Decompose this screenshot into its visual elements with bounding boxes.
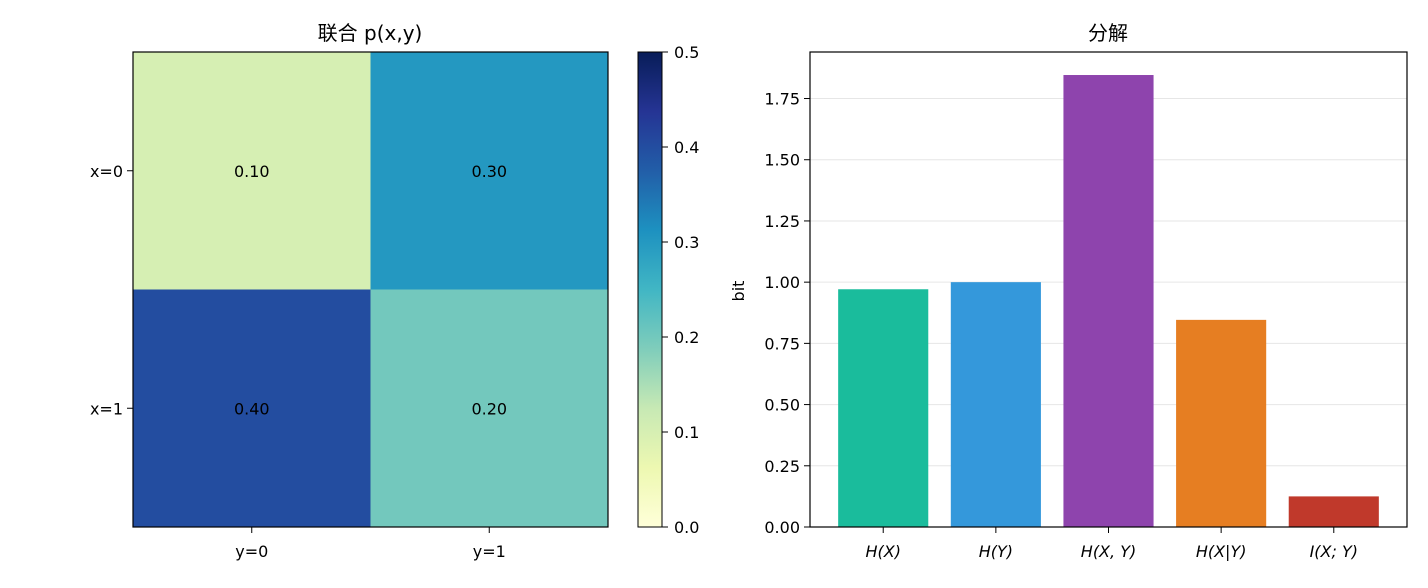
bar-xtick-label-0: H(X) (865, 542, 900, 561)
bar-ytick-label-4: 1.00 (764, 273, 800, 292)
heatmap-cell-label-0-1: 0.30 (471, 162, 507, 181)
colorbar-tick-label-2: 0.2 (674, 328, 699, 347)
bar-xtick-label-3: H(X|Y) (1196, 542, 1247, 561)
heatmap-col-label-1: y=1 (473, 542, 506, 561)
bar-ytick-label-6: 1.50 (764, 151, 800, 170)
heatmap-title: 联合 p(x,y) (318, 21, 423, 45)
heatmap-col-label-0: y=0 (235, 542, 268, 561)
colorbar-tick-label-5: 0.5 (674, 43, 699, 62)
heatmap-cell-1-0 (133, 289, 371, 527)
heatmap-cell-label-0-0: 0.10 (234, 162, 270, 181)
bar-panel: 分解 0.00 0.25 0.50 0.75 1.00 1.25 1.50 1.75 H(X)… (729, 21, 1408, 561)
colorbar-tick-label-0: 0.0 (674, 518, 699, 537)
bar-ylabel: bit (729, 281, 748, 302)
bar-title: 分解 (1088, 21, 1128, 45)
heatmap-row-label-0: x=0 (90, 162, 123, 181)
heatmap-row-label-1: x=1 (90, 399, 123, 418)
bar-ytick-label-3: 0.75 (764, 334, 800, 353)
bar-2 (1063, 75, 1154, 527)
bar-3 (1176, 319, 1267, 527)
colorbar-ticks: 0.0 0.1 0.2 0.3 0.4 0.5 (662, 43, 699, 537)
colorbar-tick-label-4: 0.4 (674, 138, 699, 157)
bar-yticks: 0.00 0.25 0.50 0.75 1.00 1.25 1.50 1.75 (764, 90, 810, 537)
bar-ytick-label-5: 1.25 (764, 212, 800, 231)
bar-ytick-label-0: 0.00 (764, 518, 800, 537)
bar-xtick-label-4: I(X; Y) (1310, 542, 1358, 561)
colorbar: 0.0 0.1 0.2 0.3 0.4 0.5 (637, 43, 699, 537)
bar-xtick-label-2: H(X, Y) (1081, 542, 1136, 561)
colorbar-tick-label-3: 0.3 (674, 233, 699, 252)
heatmap-col-labels: y=0 y=1 (235, 527, 506, 561)
colorbar-gradient (637, 51, 663, 528)
heatmap-cell-label-1-0: 0.40 (234, 399, 270, 418)
heatmap-cells: 0.10 0.30 0.40 0.20 (133, 52, 608, 527)
bar-ytick-label-7: 1.75 (764, 90, 800, 109)
bar-ytick-label-2: 0.50 (764, 396, 800, 415)
bar-ytick-label-1: 0.25 (764, 457, 800, 476)
heatmap-frame (132, 51, 609, 528)
heatmap-cell-0-0 (133, 52, 371, 290)
bar-xticks: H(X) H(Y) H(X, Y) H(X|Y) I(X; Y) (865, 527, 1358, 561)
bar-0 (838, 289, 929, 527)
heatmap-panel: 联合 p(x,y) 0.10 0.30 0.40 0.20 x=0 x=1 y=0 y=1 (90, 21, 609, 561)
heatmap-cell-1-1 (370, 289, 608, 527)
colorbar-tick-label-1: 0.1 (674, 423, 699, 442)
heatmap-row-labels: x=0 x=1 (90, 162, 133, 418)
heatmap-cell-label-1-1: 0.20 (471, 399, 507, 418)
bar-1 (950, 282, 1041, 527)
bar-4 (1288, 496, 1379, 527)
heatmap-cell-0-1 (370, 52, 608, 290)
bar-xtick-label-1: H(Y) (979, 542, 1013, 561)
bar-bars (838, 75, 1379, 527)
